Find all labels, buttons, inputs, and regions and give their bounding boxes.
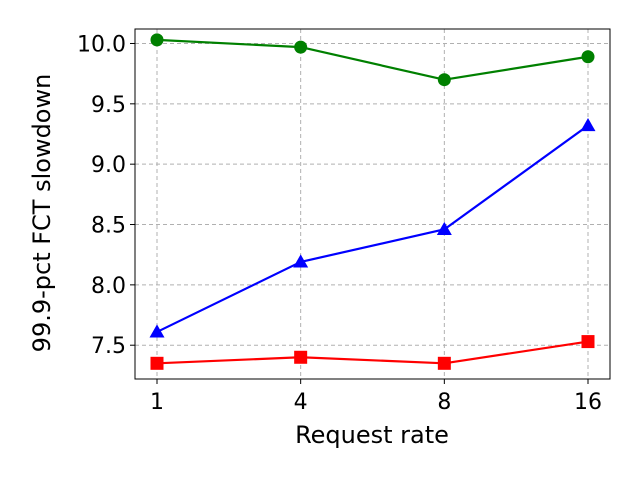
x-tick-label: 16 [574,390,602,415]
data-point-triangle [580,118,596,132]
y-axis-label: 99.9-pct FCT slowdown [28,74,56,353]
y-tick-label: 8.0 [91,274,126,299]
y-tick-label: 9.5 [91,93,126,118]
x-tick-label: 4 [294,390,308,415]
series-line [156,124,589,333]
data-point-circle [437,73,451,87]
series-square [150,335,595,370]
series-triangle [149,118,596,338]
data-point-triangle [293,254,309,268]
y-tick-label: 7.5 [91,334,126,359]
plot-frame [134,28,611,380]
data-point-circle [581,50,595,64]
data-point-square [437,356,451,370]
axes [130,28,611,384]
y-tick-label: 10.0 [77,32,126,57]
series-circle [150,33,595,87]
data-point-circle [294,40,308,54]
data-point-square [581,335,595,349]
x-tick-label: 1 [150,390,164,415]
data-point-triangle [436,221,452,235]
series-line [156,340,589,365]
x-axis-label: Request rate [295,421,449,449]
data-point-circle [150,33,164,47]
data-point-square [294,350,308,364]
data-point-square [150,356,164,370]
series-line [156,38,589,81]
x-tick-label: 8 [437,390,451,415]
y-tick-label: 8.5 [91,214,126,239]
series-layer [149,33,596,370]
y-tick-label: 9.0 [91,153,126,178]
data-point-triangle [149,324,165,338]
tick-labels: 1 4 8 16 7.5 8.0 8.5 9.0 9.5 10.0 [77,32,602,415]
grid [135,29,610,379]
